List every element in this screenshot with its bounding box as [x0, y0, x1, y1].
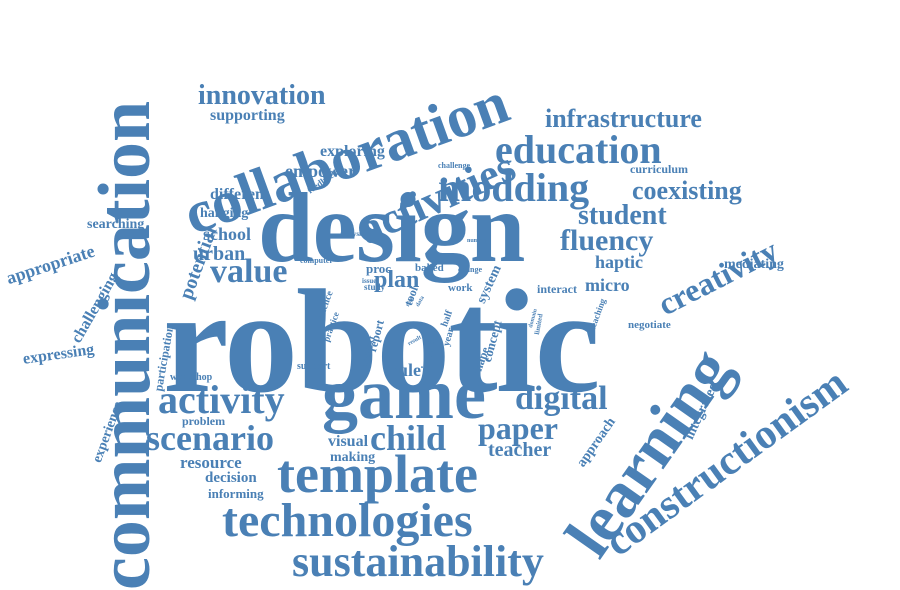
word-computer: computer [300, 256, 333, 265]
word-making: making [330, 450, 376, 465]
word-paper: paper [478, 410, 558, 446]
word-appropriate: appropriate [3, 240, 98, 289]
word-coexisting: coexisting [632, 176, 742, 205]
word-support: support [297, 361, 331, 372]
word-exploring: exploring [320, 143, 385, 160]
word-informing: informing [208, 486, 264, 501]
word-decision: decision [205, 470, 257, 486]
word-school: school [203, 224, 252, 244]
word-hanging: hanging [200, 206, 249, 221]
word-value: value [210, 253, 288, 290]
word-negotiate: negotiate [628, 319, 671, 331]
word-number: number [467, 238, 488, 244]
word-issue: issue [362, 277, 377, 285]
word-different: different [210, 186, 270, 203]
word-proc: proc [366, 261, 392, 276]
word-challenge: challenge [438, 161, 470, 170]
word-education: education [495, 127, 662, 172]
word-rule: rule [390, 360, 421, 380]
word-communication: communication [84, 100, 166, 590]
word-baked: baked [415, 262, 444, 274]
word-scenario: scenario [146, 418, 274, 458]
word-mediating: mediating [724, 257, 784, 272]
word-creativity: creativity [652, 231, 784, 323]
word-student: student [578, 200, 667, 231]
word-sustainability: sustainability [292, 537, 544, 586]
word-technologies: technologies [222, 494, 473, 547]
word-work: work [448, 282, 473, 294]
word-innovation: innovation [198, 80, 326, 111]
word-teacher: teacher [488, 439, 552, 461]
word-micro: micro [585, 275, 630, 295]
word-study: study [364, 282, 386, 292]
word-fluency: fluency [560, 224, 654, 257]
word-searching: searching [87, 217, 145, 232]
word-analysis: analysis [340, 230, 364, 238]
word-supporting: supporting [210, 107, 285, 124]
word-design: design [258, 172, 525, 283]
word-infrastructure: infrastructure [545, 104, 702, 133]
word-workshop: workshop [170, 372, 213, 383]
word-resource: resource [180, 453, 242, 472]
word-child: child [370, 418, 447, 458]
word-template: template [277, 444, 478, 504]
word-haptic: haptic [595, 252, 644, 272]
word-game: game [322, 354, 486, 434]
word-robotic: robotic [163, 260, 600, 424]
word-change: change [458, 265, 482, 274]
word-modding: modding [438, 165, 590, 210]
word-interact: interact [537, 282, 577, 296]
word-digital: digital [515, 380, 608, 417]
word-empower: empower [285, 161, 356, 181]
word-problem: problem [182, 414, 226, 428]
word-activity: activity [158, 377, 285, 422]
word-plan: plan [374, 267, 420, 293]
word-curriculum: curriculum [630, 162, 688, 176]
word-visual: visual [328, 433, 369, 450]
word-urban: urban [193, 243, 246, 265]
